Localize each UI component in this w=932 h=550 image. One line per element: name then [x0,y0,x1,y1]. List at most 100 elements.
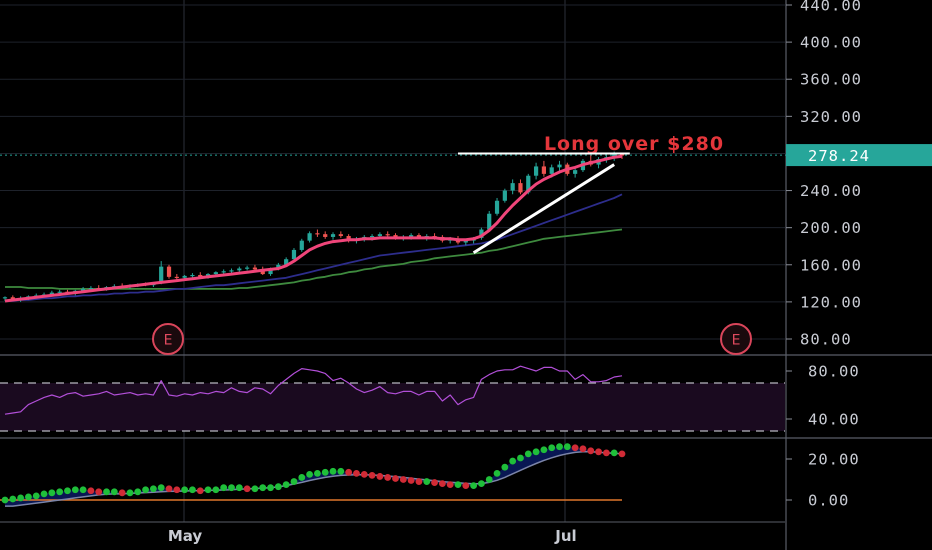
momentum-dot [290,478,298,485]
momentum-dot [118,489,126,497]
momentum-dot [579,445,587,453]
candle-body [245,267,250,269]
momentum-dot [103,488,110,496]
price-tick-label: 80.00 [800,331,852,349]
candle-body [88,287,94,290]
momentum-dot [517,454,524,462]
momentum-dot [204,486,212,494]
momentum-dot [423,478,431,485]
momentum-dot [173,486,181,494]
momentum-dot [267,484,274,492]
momentum-dot [454,481,462,489]
momentum-dot [110,488,118,496]
price-tick-label: 120.00 [800,293,862,311]
momentum-dot [548,444,556,452]
momentum-dot [220,484,228,492]
candle-body [409,235,414,237]
candle-body [276,264,281,269]
momentum-dot [556,443,563,451]
momentum-dot [48,489,56,497]
momentum-dot [384,474,392,481]
momentum-dot [509,457,517,465]
candle-body [57,291,62,293]
momentum-dot [56,488,64,496]
momentum-dot [540,446,548,454]
candle-body [299,240,304,250]
current-price-badge [786,144,932,167]
price-tick-label: 320.00 [800,108,862,126]
moving-average-pink [4,154,623,303]
momentum-dot [17,494,25,502]
momentum-dot [189,486,196,494]
momentum-dot [602,449,610,457]
candle-body [2,297,8,299]
candle-body [463,240,468,243]
earnings-marker-label: E [164,333,173,349]
momentum-dot [321,468,329,476]
rsi-tick-label: 40.00 [808,411,860,429]
earnings-marker[interactable] [720,323,752,355]
price-tick-label: 360.00 [800,71,862,89]
candle-body [369,236,375,238]
momentum-dot [251,485,259,493]
moving-average-green [5,228,623,290]
candle-body [533,166,539,176]
momentum-dot [95,488,103,496]
rsi-line [4,365,623,415]
rsi-tick-label: 80.00 [808,363,860,381]
candle-body [557,164,562,168]
candle-body [182,275,187,278]
rsi-band [0,383,785,431]
candle-body [221,271,226,273]
candle-body [229,270,234,272]
candle-body [307,233,312,241]
candle-body [526,175,531,193]
earnings-marker-label: E [732,333,741,349]
momentum-dot [274,483,282,491]
price-tick-label: 160.00 [800,256,862,274]
candle-body [549,167,554,174]
annotation-text: Long over $280 [544,133,724,155]
momentum-dot [392,475,399,482]
momentum-dot [165,485,173,493]
candle-body [338,234,343,237]
momentum-dot [595,448,602,456]
candle-body [487,213,492,230]
candle-body [284,259,289,265]
momentum-dot [618,450,626,458]
momentum-dot [446,481,454,489]
earnings-marker[interactable] [152,323,184,355]
momentum-dot [282,481,290,489]
momentum-dot [485,476,493,483]
momentum-dot [353,469,360,477]
momentum-dot [235,484,243,492]
momentum-dot [478,480,485,487]
momentum-dot [243,485,251,493]
momentum-dot [228,484,235,492]
momentum-dot [399,476,407,483]
momentum-dot [259,484,267,492]
momentum-dot [134,488,142,496]
candle-body [573,170,578,174]
momentum-dot [298,474,306,481]
momentum-dot [571,444,579,452]
momentum-dot [9,495,17,503]
candle-body [385,234,390,236]
candle-body [81,288,86,291]
current-price-label: 278.24 [808,147,870,165]
momentum-dot [407,477,415,484]
candle-body [237,268,242,271]
momentum-dot [87,487,95,495]
time-tick-label: May [168,527,203,545]
price-tick-label: 440.00 [800,0,862,15]
momentum-dot [79,486,87,494]
momentum-tick-label: 0.00 [808,492,849,510]
momentum-dot [32,492,40,500]
candle-body [510,183,515,191]
momentum-tick-label: 20.00 [808,451,860,469]
trendline[interactable] [472,163,615,254]
candle-body [174,276,179,279]
momentum-dot [40,490,48,498]
momentum-dot [415,478,423,485]
